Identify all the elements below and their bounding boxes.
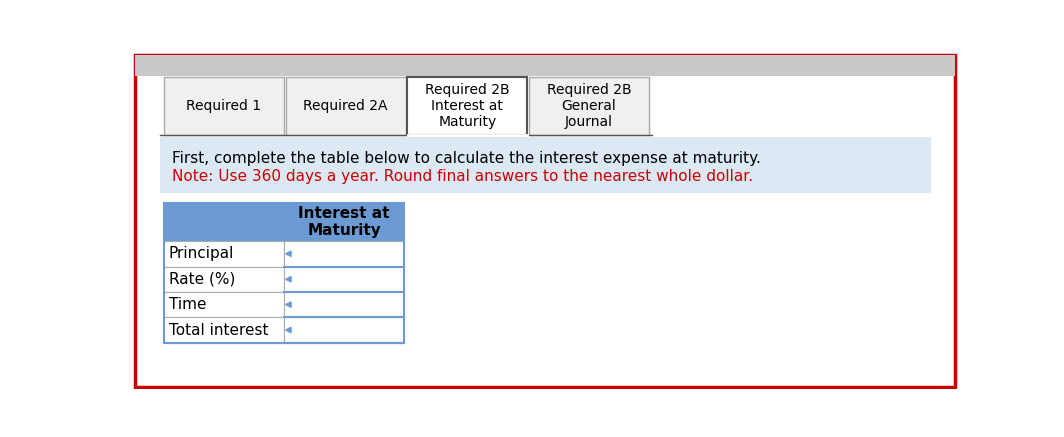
Text: Total interest: Total interest xyxy=(169,323,268,337)
Text: Note: Use 360 days a year. Round final answers to the nearest whole dollar.: Note: Use 360 days a year. Round final a… xyxy=(171,170,753,184)
Bar xyxy=(284,292,404,317)
Text: Principal: Principal xyxy=(169,246,234,261)
Text: Time: Time xyxy=(169,297,206,312)
Text: Rate (%): Rate (%) xyxy=(169,272,235,287)
Text: First, complete the table below to calculate the interest expense at maturity.: First, complete the table below to calcu… xyxy=(171,151,761,166)
Text: Required 1: Required 1 xyxy=(186,99,262,113)
Bar xyxy=(135,55,955,76)
Text: Required 2B
Interest at
Maturity: Required 2B Interest at Maturity xyxy=(426,83,510,129)
Polygon shape xyxy=(285,327,292,333)
Bar xyxy=(284,317,404,343)
Bar xyxy=(164,203,404,241)
Bar xyxy=(164,77,284,135)
Bar xyxy=(284,241,404,267)
Text: Required 2B
General
Journal: Required 2B General Journal xyxy=(547,83,631,129)
Bar xyxy=(164,203,404,343)
Text: Required 2A: Required 2A xyxy=(303,99,388,113)
Bar xyxy=(164,267,284,292)
Polygon shape xyxy=(285,302,292,307)
Bar xyxy=(164,241,284,267)
Bar xyxy=(285,77,405,135)
Bar xyxy=(529,77,649,135)
Text: Interest at
Maturity: Interest at Maturity xyxy=(298,206,389,238)
Bar xyxy=(164,292,284,317)
Polygon shape xyxy=(285,251,292,257)
Bar xyxy=(164,317,284,343)
Bar xyxy=(284,267,404,292)
Polygon shape xyxy=(285,277,292,282)
Bar xyxy=(160,137,931,193)
Bar xyxy=(408,77,528,135)
